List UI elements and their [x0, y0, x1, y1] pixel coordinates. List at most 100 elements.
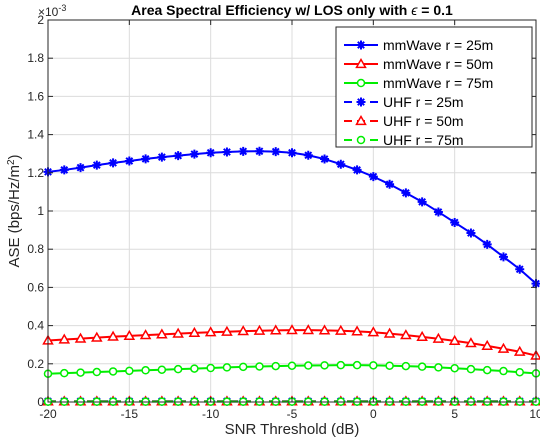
y-tick-label: 1 [37, 204, 44, 218]
y-multiplier: ×10-3 [38, 3, 66, 19]
data-point [515, 264, 525, 274]
data-point [107, 330, 119, 341]
data-point [108, 367, 118, 376]
data-point [286, 324, 298, 335]
x-tick-label: -10 [202, 407, 220, 421]
data-point [302, 324, 315, 335]
data-point [173, 364, 183, 374]
legend-box [335, 26, 533, 148]
x-tick-label: -5 [287, 407, 298, 421]
data-point [417, 362, 427, 371]
data-point [482, 239, 492, 249]
data-point [385, 361, 394, 370]
legend-label: mmWave r = 50m [383, 56, 493, 72]
data-point [271, 361, 280, 371]
data-point [513, 345, 526, 356]
data-point [336, 360, 346, 370]
data-point [255, 362, 264, 371]
data-point [74, 332, 87, 343]
y-tick-label: 1.4 [27, 128, 44, 142]
data-point [156, 328, 168, 339]
data-point [76, 368, 85, 377]
y-tick-label: 0.8 [27, 242, 44, 256]
legend-marker [355, 114, 367, 126]
data-point [352, 165, 362, 175]
data-point [465, 337, 477, 348]
data-point [320, 361, 329, 370]
series-1 [43, 146, 540, 289]
data-point [238, 362, 248, 372]
legend: mmWave r = 25m mmWave r = 50m mmWave r = 7… [335, 26, 533, 148]
data-point [221, 325, 233, 336]
data-point [499, 366, 508, 376]
data-point [450, 363, 459, 373]
legend-label: mmWave r = 25m [383, 37, 493, 53]
data-point [222, 147, 232, 157]
data-point [92, 160, 102, 170]
legend-label: UHF r = 25m [383, 94, 464, 110]
ticks: -20 -15 -10 -5 0 5 10 0 0.2 0.4 0.6 0.8 1 1.2 1.4 1.6 1.… [27, 13, 540, 421]
x-tick-label: 0 [370, 407, 377, 421]
legend-label: mmWave r = 75m [383, 75, 493, 91]
legend-marker [356, 135, 366, 145]
data-point [238, 146, 248, 156]
data-point [287, 148, 297, 158]
y-tick-label: 0.6 [27, 280, 44, 294]
data-point [222, 363, 232, 372]
y-axis-label: ASE (bps/Hz/m2) [6, 154, 23, 267]
data-point [352, 360, 362, 370]
data-point [172, 327, 184, 338]
data-point [434, 363, 443, 372]
data-point [417, 197, 427, 207]
data-point [401, 188, 411, 198]
y-tick-label: 0 [37, 395, 44, 409]
data-point [60, 368, 69, 378]
data-point [189, 149, 199, 159]
data-point [124, 156, 134, 166]
data-point [498, 252, 508, 262]
data-point [287, 361, 297, 370]
data-point [466, 364, 476, 374]
data-point [318, 324, 331, 335]
data-point [125, 366, 134, 376]
data-point [482, 365, 492, 375]
data-point [92, 367, 102, 377]
data-point [59, 165, 69, 175]
data-point [237, 325, 249, 336]
data-point [271, 147, 281, 157]
data-point [481, 339, 493, 350]
x-tick-label: 10 [529, 407, 540, 421]
data-point [141, 366, 150, 375]
data-point [157, 152, 167, 162]
y-tick-label: 2 [37, 13, 44, 27]
series-2 [42, 324, 540, 360]
data-point [204, 326, 217, 337]
x-tick-label: -20 [39, 407, 57, 421]
legend-marker [356, 97, 366, 107]
series-layer [42, 146, 540, 406]
data-point [91, 331, 103, 342]
data-point [76, 163, 86, 173]
y-tick-label: 0.2 [27, 357, 44, 371]
data-point [466, 228, 476, 238]
y-tick-label: 1.2 [27, 166, 44, 180]
data-point [303, 150, 313, 160]
legend-marker [356, 40, 366, 50]
data-point [206, 363, 215, 373]
data-point [188, 326, 201, 337]
data-point [367, 326, 380, 337]
data-point [141, 154, 151, 164]
data-point [320, 154, 330, 164]
legend-label: UHF r = 75m [383, 132, 464, 148]
data-point [254, 146, 264, 156]
y-tick-label: 1.8 [27, 51, 44, 65]
x-tick-label: -15 [121, 407, 139, 421]
data-point [383, 327, 396, 338]
data-point [450, 217, 460, 227]
data-point [400, 329, 412, 340]
data-point [401, 361, 411, 371]
data-point [269, 324, 282, 335]
data-point [304, 361, 313, 370]
data-point [448, 334, 461, 346]
y-tick-label: 1.6 [27, 89, 44, 103]
